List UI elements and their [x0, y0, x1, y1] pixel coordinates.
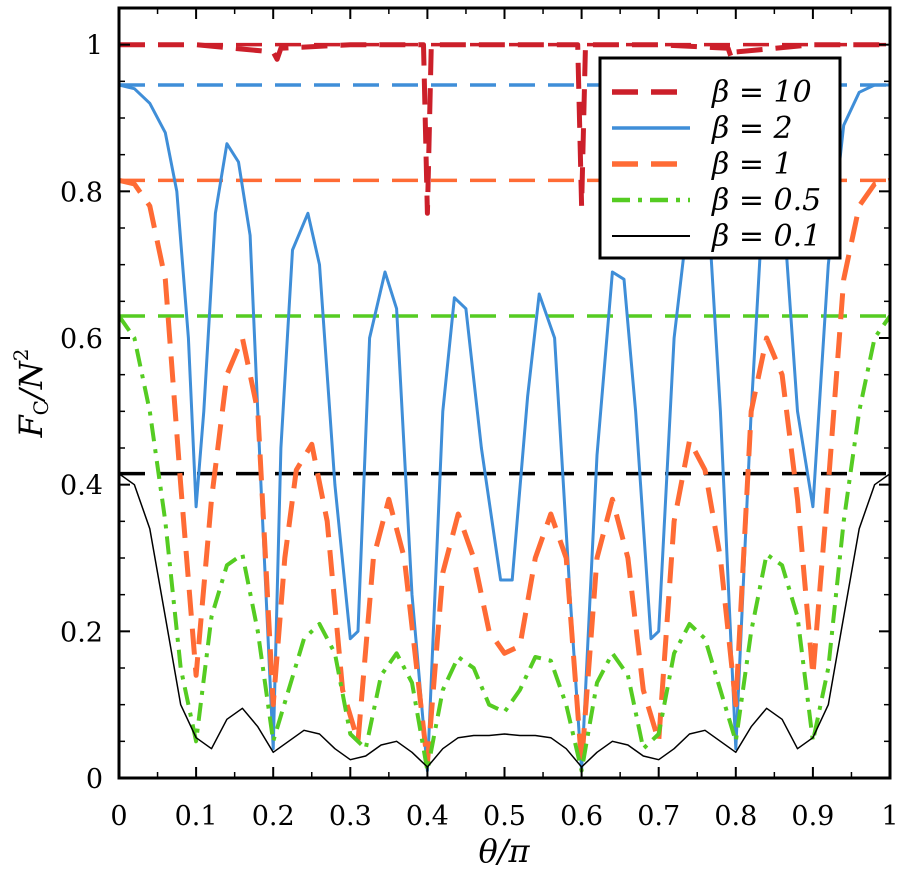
x-tick-label: 1	[881, 801, 898, 832]
x-tick-label: 0.2	[252, 801, 295, 832]
y-axis-title-main: F	[12, 414, 50, 439]
y-tick-label: 0	[86, 764, 103, 795]
tick-labels: 0 0.1 0.2 0.3 0.4 0.5 0.6 0.7 0.8 0.9 1 0 0.2 0.4 0.6 0…	[60, 31, 898, 832]
legend-label-0: β = 10	[711, 75, 812, 110]
series-line-4	[119, 473, 890, 768]
series-line-0	[119, 42, 890, 216]
legend-box	[598, 56, 842, 260]
x-tick-label: 0.9	[791, 801, 834, 832]
x-tick-label: 0	[110, 801, 127, 832]
y-tick-label: 0.8	[60, 177, 103, 208]
y-tick-label: 0.6	[60, 324, 103, 355]
legend-label-3: β = 0.5	[711, 183, 821, 218]
legend: β = 10β = 2β = 1β = 0.5β = 0.1	[598, 56, 842, 260]
series-line-3	[119, 314, 890, 773]
y-axis-title-sub: C	[29, 400, 53, 415]
x-tick-label: 0.5	[483, 801, 526, 832]
series-line-2	[119, 177, 890, 766]
legend-items: β = 10β = 2β = 1β = 0.5β = 0.1	[612, 75, 821, 254]
x-axis-title: θ/π	[478, 832, 530, 870]
y-tick-label: 0.4	[60, 471, 103, 502]
x-tick-label: 0.6	[560, 801, 603, 832]
x-tick-label: 0.1	[175, 801, 218, 832]
ticks	[118, 8, 891, 779]
y-axis-title-tail: /N	[12, 360, 50, 403]
x-tick-label: 0.3	[329, 801, 372, 832]
y-tick-label: 1	[86, 31, 103, 62]
y-tick-label: 0.2	[60, 617, 103, 648]
x-tick-label: 0.8	[714, 801, 757, 832]
legend-label-4: β = 0.1	[711, 219, 821, 254]
y-axis-title: FC/N2	[9, 348, 53, 438]
x-tick-label: 0.4	[406, 801, 449, 832]
series-layer	[119, 42, 890, 773]
y-axis-title-sup: 2	[9, 348, 33, 361]
series-line-1	[119, 83, 890, 773]
legend-label-1: β = 2	[711, 111, 793, 146]
legend-label-2: β = 1	[711, 147, 793, 182]
x-tick-label: 0.7	[637, 801, 680, 832]
